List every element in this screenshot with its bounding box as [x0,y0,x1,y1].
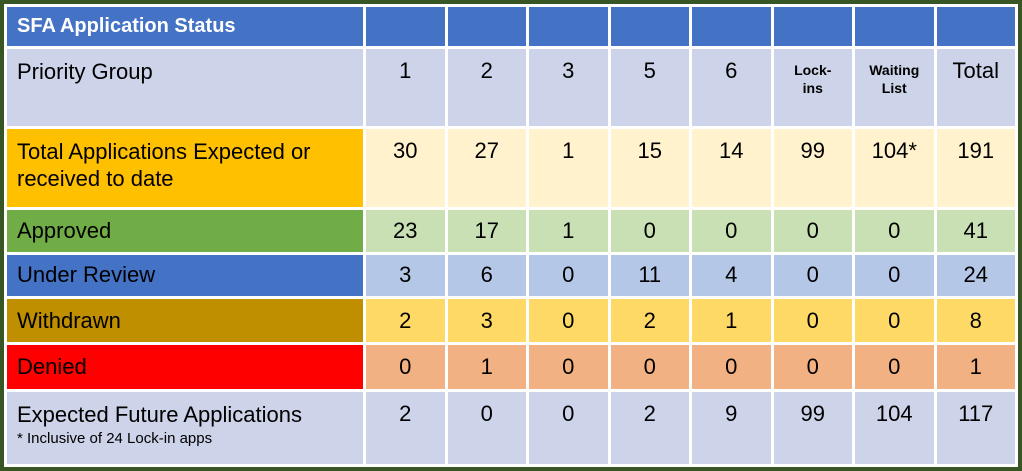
data-cell: 0 [366,345,445,389]
data-cell: 99 [773,391,852,464]
row-label-expected-future: Expected Future Applications * Inclusive… [7,391,363,464]
data-cell: 2 [610,298,689,343]
row-expected-future: Expected Future Applications * Inclusive… [7,391,1015,464]
row-label-total-applications: Total Applications Expected or received … [7,128,363,208]
data-cell: 0 [773,210,852,252]
data-cell: 0 [855,210,934,252]
data-cell: 17 [447,210,526,252]
data-cell: 30 [366,128,445,208]
data-cell: 9 [692,391,771,464]
row-total-applications: Total Applications Expected or received … [7,128,1015,208]
column-header-1: 1 [366,49,445,126]
data-cell: 1 [692,298,771,343]
data-cell: 6 [447,254,526,296]
data-cell: 191 [936,128,1015,208]
data-cell: 0 [773,345,852,389]
title-spacer-cell [692,7,771,47]
data-cell: 23 [366,210,445,252]
data-cell: 0 [529,391,608,464]
data-cell: 104* [855,128,934,208]
row-label-approved: Approved [7,210,363,252]
title-spacer-cell [366,7,445,47]
row-label-withdrawn: Withdrawn [7,298,363,343]
row-withdrawn: Withdrawn 2 3 0 2 1 0 0 8 [7,298,1015,343]
lockins-line2: ins [802,79,823,96]
expected-future-label: Expected Future Applications [17,401,302,427]
title-spacer-cell [936,7,1015,47]
data-cell: 4 [692,254,771,296]
row-label-denied: Denied [7,345,363,389]
data-cell: 0 [447,391,526,464]
data-cell: 0 [529,345,608,389]
data-cell: 41 [936,210,1015,252]
title-row: SFA Application Status [7,7,1015,47]
data-cell: 2 [366,391,445,464]
table-title: SFA Application Status [7,7,363,47]
data-cell: 0 [610,210,689,252]
data-cell: 2 [610,391,689,464]
column-header-6: 6 [692,49,771,126]
data-cell: 24 [936,254,1015,296]
data-cell: 0 [855,298,934,343]
column-header-waiting-list: Waiting List [855,49,934,126]
data-cell: 15 [610,128,689,208]
priority-group-header: Priority Group [7,49,363,126]
data-cell: 0 [610,345,689,389]
data-cell: 27 [447,128,526,208]
row-under-review: Under Review 3 6 0 11 4 0 0 24 [7,254,1015,296]
column-header-2: 2 [447,49,526,126]
data-cell: 104 [855,391,934,464]
column-header-row: Priority Group 1 2 3 5 6 Lock- ins Waiti… [7,49,1015,126]
data-cell: 0 [692,210,771,252]
title-spacer-cell [447,7,526,47]
sfa-status-table: SFA Application Status Priority Group 1 … [4,4,1018,467]
row-denied: Denied 0 1 0 0 0 0 0 1 [7,345,1015,389]
data-cell: 1 [447,345,526,389]
data-cell: 3 [366,254,445,296]
data-cell: 0 [773,298,852,343]
waiting-line2: List [881,79,907,96]
column-header-5: 5 [610,49,689,126]
data-cell: 0 [855,254,934,296]
waiting-line1: Waiting [869,62,920,79]
data-cell: 11 [610,254,689,296]
column-header-total: Total [936,49,1015,126]
data-cell: 8 [936,298,1015,343]
data-cell: 1 [529,128,608,208]
title-spacer-cell [529,7,608,47]
data-cell: 2 [366,298,445,343]
data-cell: 3 [447,298,526,343]
data-cell: 0 [773,254,852,296]
data-cell: 0 [529,254,608,296]
title-spacer-cell [773,7,852,47]
data-cell: 117 [936,391,1015,464]
column-header-3: 3 [529,49,608,126]
title-spacer-cell [610,7,689,47]
data-cell: 0 [692,345,771,389]
data-cell: 1 [936,345,1015,389]
data-cell: 14 [692,128,771,208]
footnote: * Inclusive of 24 Lock-in apps [17,430,213,448]
title-spacer-cell [855,7,934,47]
data-cell: 0 [529,298,608,343]
lockins-line1: Lock- [794,62,832,79]
data-cell: 99 [773,128,852,208]
row-approved: Approved 23 17 1 0 0 0 0 41 [7,210,1015,252]
data-cell: 1 [529,210,608,252]
column-header-lockins: Lock- ins [773,49,852,126]
data-cell: 0 [855,345,934,389]
row-label-under-review: Under Review [7,254,363,296]
